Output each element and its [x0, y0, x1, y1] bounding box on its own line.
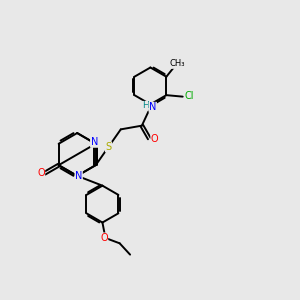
- Text: H: H: [142, 101, 148, 110]
- Text: O: O: [100, 233, 108, 243]
- Text: Cl: Cl: [184, 91, 194, 101]
- Text: N: N: [75, 171, 82, 181]
- Text: CH₃: CH₃: [169, 59, 185, 68]
- Text: O: O: [37, 168, 45, 178]
- Text: N: N: [91, 137, 98, 147]
- Text: N: N: [149, 102, 157, 112]
- Text: S: S: [105, 142, 112, 152]
- Text: O: O: [151, 134, 158, 143]
